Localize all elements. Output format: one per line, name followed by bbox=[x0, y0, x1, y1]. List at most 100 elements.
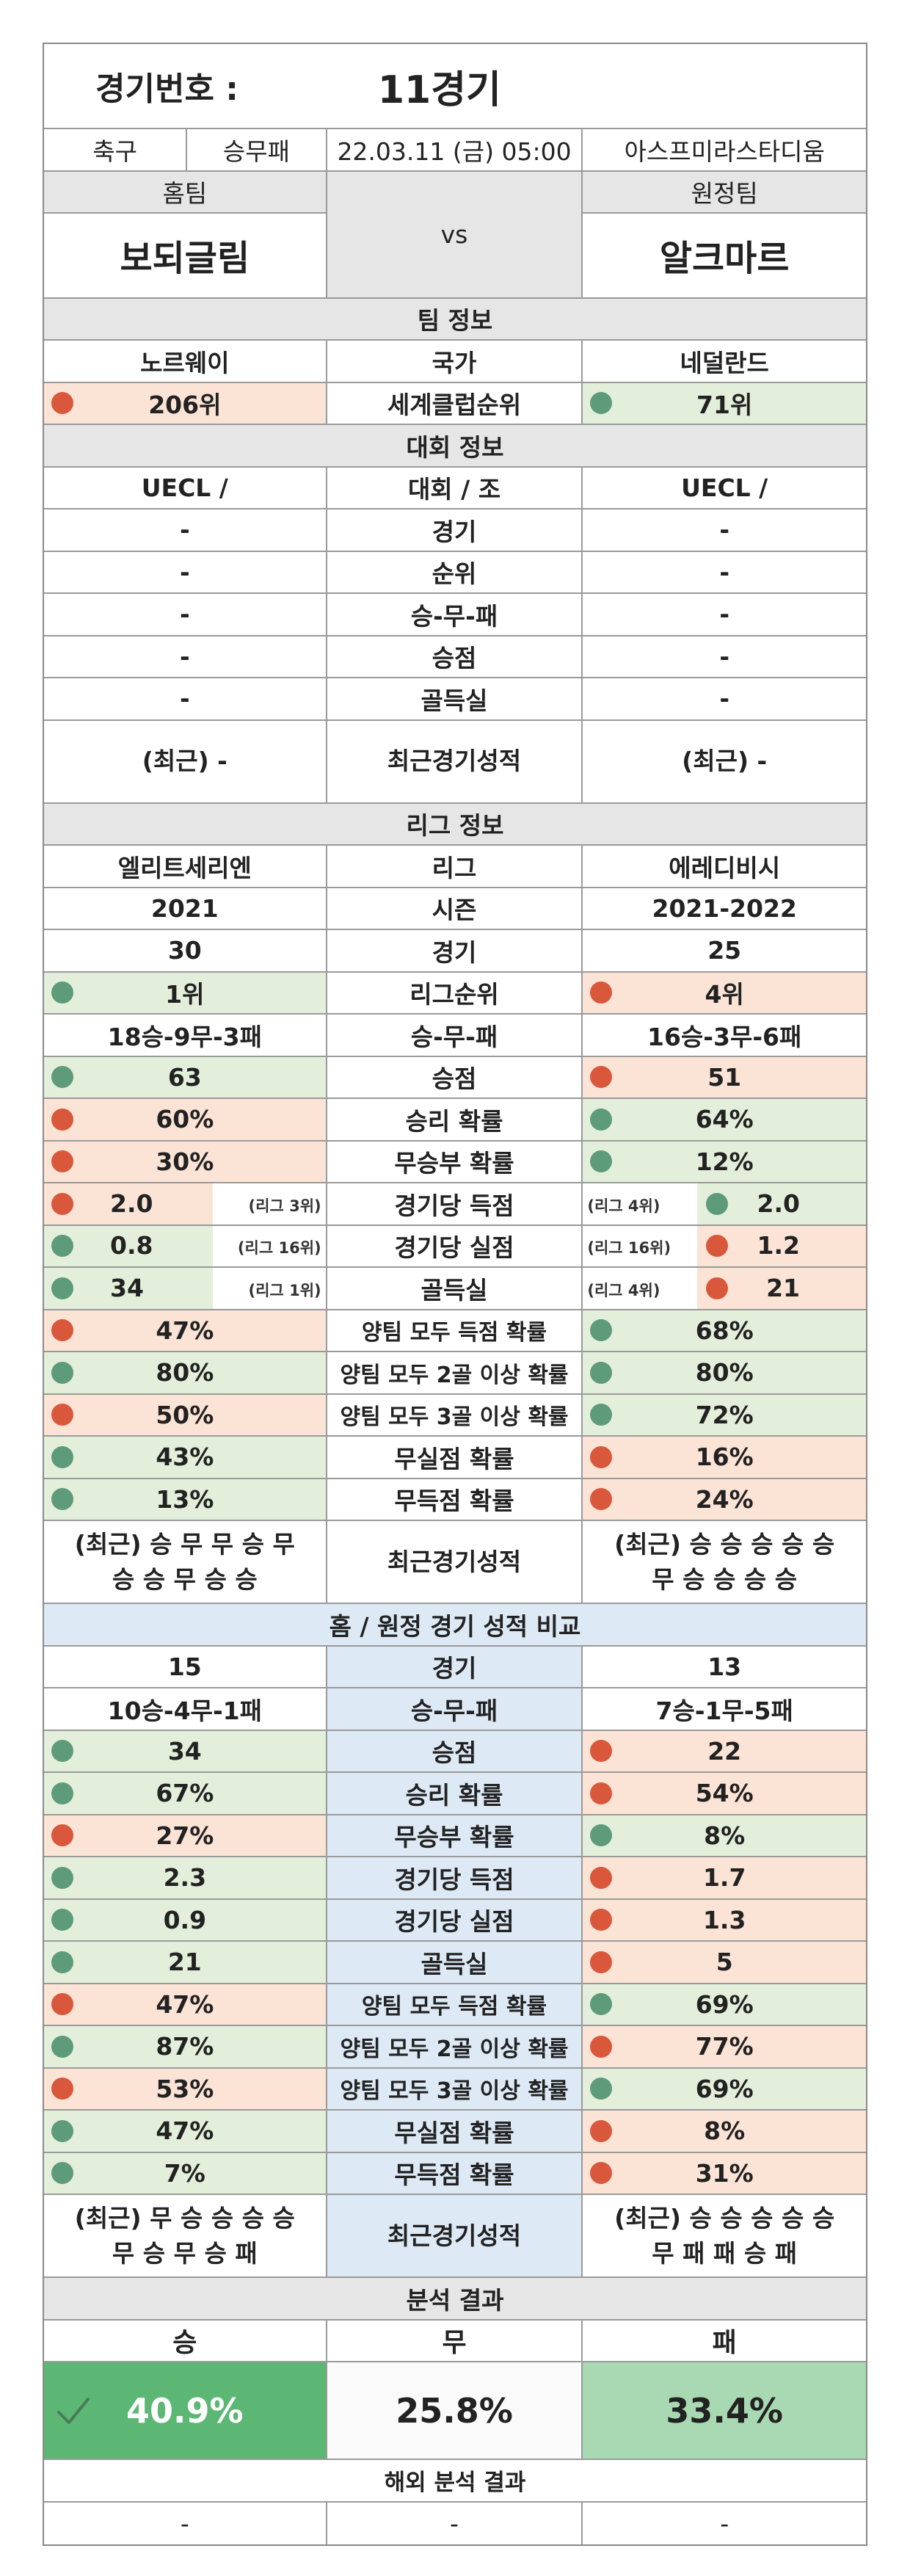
away-value-cell: - bbox=[583, 636, 866, 678]
away-value-cell: 22 bbox=[583, 1730, 866, 1771]
stat-row: 27% 무승부 확률 8% bbox=[44, 1815, 866, 1857]
away-value: 22 bbox=[707, 1736, 742, 1766]
stat-row: 노르웨이 국가 네덜란드 bbox=[44, 341, 866, 383]
away-value: 21 bbox=[766, 1273, 800, 1302]
home-value: 47% bbox=[156, 1316, 214, 1345]
home-value-cell: - bbox=[44, 594, 327, 635]
home-value-cell: (리그 3위) 2.0 bbox=[44, 1183, 327, 1224]
home-value: 0.9 bbox=[163, 1905, 207, 1934]
home-value: 47% bbox=[156, 1989, 214, 2019]
stat-label: 승점 bbox=[327, 636, 583, 677]
away-value-cell: - bbox=[583, 678, 866, 719]
away-value-cell: 24% bbox=[583, 1479, 866, 1520]
stat-row: 47% 양팀 모두 득점 확률 69% bbox=[44, 1984, 866, 2026]
status-dot-icon bbox=[51, 1488, 73, 1511]
away-recent-line2: 무 패 패 승 패 bbox=[652, 2238, 798, 2268]
away-value-cell: 16승-3무-6패 bbox=[583, 1015, 866, 1056]
loss-result: 33.4% bbox=[583, 2362, 866, 2459]
away-value: 2021-2022 bbox=[652, 893, 797, 923]
home-value: - bbox=[179, 642, 190, 671]
status-dot-icon bbox=[51, 1066, 73, 1089]
away-recent-line1: (최근) 승 승 승 승 승 bbox=[614, 1529, 835, 1559]
home-value-cell: UECL / bbox=[44, 467, 327, 508]
team-info-section: 팀 정보 bbox=[44, 298, 866, 341]
stat-label: 경기당 실점 bbox=[327, 1899, 583, 1940]
home-value-cell: 노르웨이 bbox=[44, 341, 327, 382]
stat-row: - 순위 - bbox=[44, 551, 866, 594]
league-recent-row: (최근) 승 무 무 승 무 승 승 무 승 승 최근경기성적 (최근) 승 승… bbox=[44, 1521, 866, 1604]
away-value: 2.0 bbox=[757, 1189, 800, 1218]
home-value-cell: 63 bbox=[44, 1056, 327, 1097]
home-label: 홈팀 bbox=[44, 171, 326, 214]
home-recent-line1: (최근) 승 무 무 승 무 bbox=[74, 1529, 295, 1559]
status-dot-icon bbox=[590, 1909, 613, 1931]
section-title: 분석 결과 bbox=[406, 2285, 504, 2315]
away-value: 31% bbox=[695, 2158, 754, 2188]
away-value-cell: - bbox=[583, 552, 866, 593]
home-recent-line2: 승 승 무 승 승 bbox=[112, 1564, 258, 1594]
stat-row: (리그 3위) 2.0 경기당 득점 (리그 4위) 2.0 bbox=[44, 1183, 866, 1226]
home-value-cell: - bbox=[44, 551, 327, 592]
home-value: 53% bbox=[156, 2074, 214, 2103]
stat-row: 엘리트세리엔 리그 에레디비시 bbox=[44, 846, 866, 888]
home-value: - bbox=[179, 515, 190, 545]
away-value-cell: (리그 16위) 1.2 bbox=[583, 1225, 866, 1266]
home-value: 엘리트세리엔 bbox=[117, 853, 252, 882]
status-dot-icon bbox=[51, 2035, 73, 2058]
home-value: 30 bbox=[167, 936, 202, 965]
home-value: 13% bbox=[156, 1484, 214, 1514]
home-value-cell: 206위 bbox=[44, 382, 327, 424]
away-value: 68% bbox=[695, 1316, 754, 1345]
home-value-cell: 47% bbox=[44, 1310, 327, 1351]
status-dot-icon bbox=[590, 1866, 613, 1889]
stat-row: 1위 리그순위 4위 bbox=[44, 972, 866, 1015]
home-value: - bbox=[179, 557, 190, 587]
stat-label: 승리 확률 bbox=[327, 1099, 583, 1140]
home-league-rank: (리그 3위) bbox=[248, 1197, 321, 1215]
win-label: 승 bbox=[44, 2320, 327, 2361]
match-datetime: 22.03.11 (금) 05:00 bbox=[327, 129, 583, 170]
recent-label: 최근경기성적 bbox=[327, 720, 583, 802]
stat-row: 21 골득실 5 bbox=[44, 1942, 866, 1984]
overseas-row: - - - bbox=[44, 2502, 866, 2544]
away-recent: (최근) 승 승 승 승 승 무 패 패 승 패 bbox=[583, 2195, 866, 2276]
away-value-cell: 2021-2022 bbox=[583, 888, 866, 929]
status-dot-icon bbox=[706, 1277, 729, 1299]
away-value: 에레디비시 bbox=[669, 853, 781, 882]
status-dot-icon bbox=[51, 1866, 73, 1889]
stat-row: 2021 시즌 2021-2022 bbox=[44, 888, 866, 930]
home-recent: (최근) 무 승 승 승 승 무 승 무 승 패 bbox=[44, 2195, 327, 2276]
stat-label: 골득실 bbox=[327, 678, 583, 719]
status-dot-icon bbox=[590, 2119, 613, 2142]
stat-label: 승-무-패 bbox=[327, 594, 583, 635]
home-value: 2.0 bbox=[110, 1189, 153, 1218]
home-value: - bbox=[179, 684, 190, 714]
away-value: 80% bbox=[695, 1358, 754, 1387]
status-dot-icon bbox=[706, 1192, 729, 1215]
win-probability: 40.9% bbox=[126, 2390, 244, 2431]
away-value: 16% bbox=[695, 1443, 754, 1472]
status-dot-icon bbox=[51, 2119, 73, 2142]
status-dot-icon bbox=[51, 1740, 73, 1763]
status-dot-icon bbox=[590, 2035, 613, 2058]
home-team: 보되글림 bbox=[120, 237, 250, 279]
home-value: 87% bbox=[156, 2032, 214, 2061]
away-value-cell: 16% bbox=[583, 1437, 866, 1478]
sport: 축구 bbox=[44, 129, 188, 170]
away-value-cell: 69% bbox=[583, 1984, 866, 2025]
home-value: 34 bbox=[167, 1736, 202, 1766]
stat-row: 13% 무득점 확률 24% bbox=[44, 1479, 866, 1521]
home-value-cell: 47% bbox=[44, 2111, 327, 2152]
away-label: 원정팀 bbox=[583, 171, 866, 214]
away-recent-line1: (최근) 승 승 승 승 승 bbox=[614, 2203, 835, 2232]
overseas-win: - bbox=[44, 2502, 327, 2544]
away-value-cell: 네덜란드 bbox=[583, 341, 866, 382]
status-dot-icon bbox=[590, 2078, 613, 2100]
home-value: 47% bbox=[156, 2116, 214, 2146]
home-value-cell: 13% bbox=[44, 1479, 327, 1520]
home-away-section: 홈 / 원정 경기 성적 비교 bbox=[44, 1604, 866, 1647]
status-dot-icon bbox=[590, 1404, 613, 1426]
home-value-cell: - bbox=[44, 678, 327, 719]
away-league-rank: (리그 4위) bbox=[587, 1197, 660, 1215]
stat-row: 10승-4무-1패 승-무-패 7승-1무-5패 bbox=[44, 1688, 866, 1731]
